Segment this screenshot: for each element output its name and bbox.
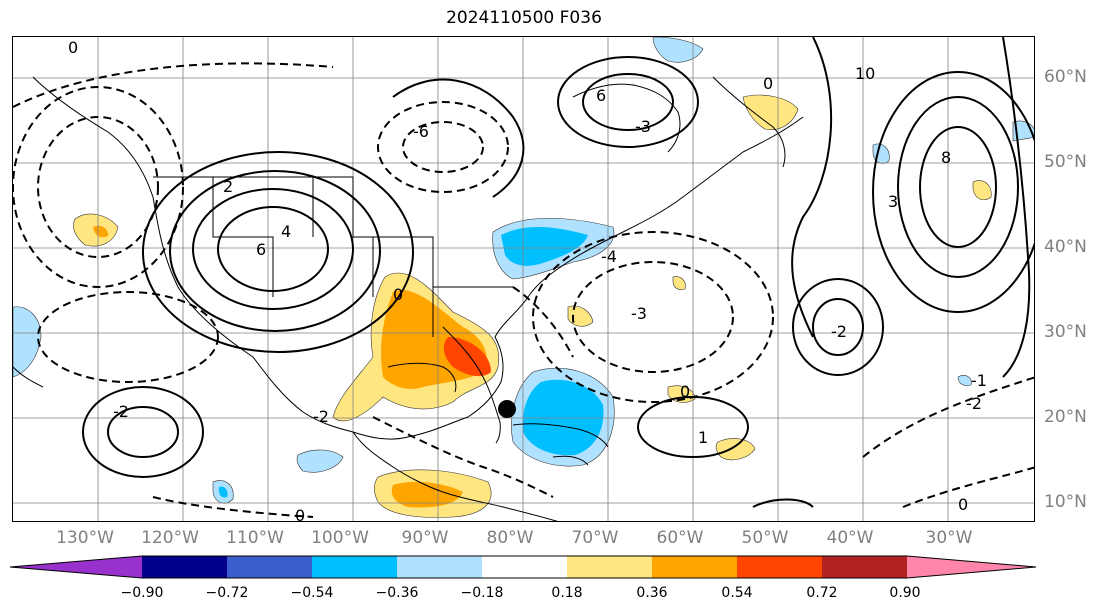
lat-label: 50°N	[1044, 152, 1087, 172]
contour-label: 0	[763, 74, 773, 93]
contour-label: 0	[393, 285, 403, 304]
lon-label: 50°W	[741, 528, 789, 548]
colorbar-segment	[142, 556, 227, 578]
colorbar-tick: 0.36	[636, 585, 668, 601]
shaded-anomalies	[13, 37, 1034, 518]
lon-label: 80°W	[486, 528, 534, 548]
contour-label: 4	[281, 222, 291, 241]
contour-label: 0	[958, 495, 968, 514]
colorbar-tick: −0.72	[205, 585, 249, 601]
colorbar-tick: 0.90	[889, 585, 921, 601]
dashed-contours	[13, 62, 1034, 518]
colorbar-segment	[482, 556, 567, 578]
lon-label: 130°W	[56, 528, 114, 548]
colorbar-segment	[737, 556, 822, 578]
contour-label: 0	[680, 382, 690, 401]
contour-label: 0	[295, 506, 305, 522]
contour-label: 0	[68, 38, 78, 57]
colorbar-tick: 0.54	[721, 585, 753, 601]
contour-label: 8	[941, 148, 951, 167]
lat-label: 60°N	[1044, 67, 1087, 87]
colorbar-segment	[312, 556, 397, 578]
map-title: 2024110500 F036	[446, 8, 602, 28]
contour-label: 2	[223, 177, 233, 196]
colorbar-tick: 0.18	[551, 585, 583, 601]
contour-label: -2	[966, 394, 982, 413]
contour-label: -3	[635, 117, 651, 136]
colorbar-tick: −0.90	[120, 585, 164, 601]
colorbar-tick: −0.54	[290, 585, 334, 601]
lon-label: 60°W	[656, 528, 704, 548]
lon-label: 100°W	[311, 528, 369, 548]
contour-label: 3	[888, 192, 898, 211]
weather-map: 0 2 4 6 6 8 10 -2 -2 -3 -3 -4 -6 3 1 0 0…	[12, 36, 1035, 522]
colorbar-segment	[652, 556, 737, 578]
contour-label: -2	[831, 322, 847, 341]
storm-center-marker	[498, 400, 516, 418]
lat-label: 40°N	[1044, 237, 1087, 257]
contour-label: -1	[971, 371, 987, 390]
colorbar-segment	[822, 556, 907, 578]
contour-label: -2	[313, 407, 329, 426]
lat-label: 10°N	[1044, 492, 1087, 512]
lon-label: 90°W	[401, 528, 449, 548]
colorbar-tick: 0.72	[806, 585, 838, 601]
contour-label: 6	[596, 86, 606, 105]
lat-label: 20°N	[1044, 407, 1087, 427]
colorbar-segment	[10, 556, 142, 578]
contour-label: -2	[113, 402, 129, 421]
colorbar	[10, 555, 1037, 579]
colorbar-tick: −0.18	[460, 585, 504, 601]
lon-label: 110°W	[226, 528, 284, 548]
lat-label: 30°N	[1044, 322, 1087, 342]
lon-label: 40°W	[826, 528, 874, 548]
colorbar-segment	[397, 556, 482, 578]
lon-label: 30°W	[925, 528, 973, 548]
colorbar-segment	[907, 556, 1036, 578]
gridlines	[13, 37, 1034, 521]
colorbar-segment	[567, 556, 652, 578]
contour-label: -3	[631, 304, 647, 323]
contour-label: 10	[855, 64, 875, 83]
colorbar-segment	[227, 556, 312, 578]
map-canvas: 0 2 4 6 6 8 10 -2 -2 -3 -3 -4 -6 3 1 0 0…	[13, 37, 1034, 522]
contour-label: 1	[698, 428, 708, 447]
contour-label: -4	[601, 247, 617, 266]
contour-label-group: 0 2 4 6 6 8 10 -2 -2 -3 -3 -4 -6 3 1 0 0…	[68, 38, 987, 522]
coastlines	[13, 76, 804, 521]
contours	[82, 37, 1034, 508]
colorbar-tick: −0.36	[375, 585, 419, 601]
lon-label: 120°W	[141, 528, 199, 548]
lon-label: 70°W	[571, 528, 619, 548]
contour-label: -6	[413, 122, 429, 141]
contour-label: 6	[256, 240, 266, 259]
